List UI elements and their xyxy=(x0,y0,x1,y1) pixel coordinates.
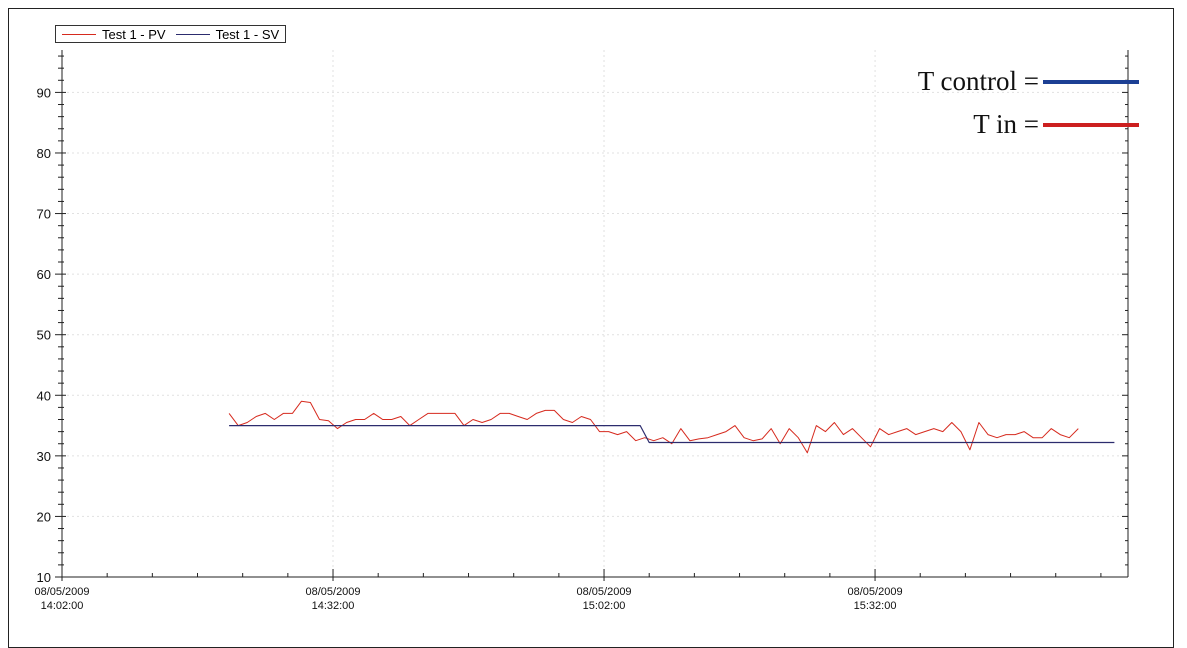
legend-label-sv: Test 1 - SV xyxy=(216,27,280,42)
y-tick-label: 40 xyxy=(37,388,51,403)
axes xyxy=(55,50,1128,581)
x-tick-label-time: 14:02:00 xyxy=(41,600,84,612)
annotation-t-in-label: T in = xyxy=(973,109,1039,140)
y-tick-label: 60 xyxy=(37,267,51,282)
y-tick-label: 70 xyxy=(37,207,51,222)
x-tick-label-time: 15:02:00 xyxy=(583,600,626,612)
y-tick-label: 80 xyxy=(37,146,51,161)
annotation-t-in: T in = xyxy=(973,109,1139,140)
x-tick-label-time: 15:32:00 xyxy=(854,600,897,612)
y-tick-label: 50 xyxy=(37,328,51,343)
annotation-t-control-label: T control = xyxy=(918,66,1039,97)
legend-label-pv: Test 1 - PV xyxy=(102,27,166,42)
y-tick-label: 20 xyxy=(37,509,51,524)
legend-item-sv: Test 1 - SV xyxy=(176,27,280,42)
annotation-t-in-swatch xyxy=(1043,123,1139,127)
x-tick-label-date: 08/05/2009 xyxy=(34,586,89,598)
y-tick-label: 30 xyxy=(37,449,51,464)
y-tick-label: 10 xyxy=(37,570,51,585)
series-line-sv xyxy=(229,426,1114,443)
x-tick-label-date: 08/05/2009 xyxy=(305,586,360,598)
series-line-pv xyxy=(229,401,1078,453)
grid-lines xyxy=(62,50,1128,577)
legend-item-pv: Test 1 - PV xyxy=(62,27,166,42)
annotation-t-control: T control = xyxy=(918,66,1139,97)
x-tick-label-date: 08/05/2009 xyxy=(848,586,903,598)
x-tick-label-time: 14:32:00 xyxy=(312,600,355,612)
tick-labels: 10 20 30 40 50 60 70 80 90 08/05/2009 14:02:00 08/0… xyxy=(34,85,902,612)
legend-swatch-sv xyxy=(176,34,210,35)
legend-swatch-pv xyxy=(62,34,96,35)
series-lines xyxy=(229,401,1114,453)
legend: Test 1 - PV Test 1 - SV xyxy=(55,25,286,43)
x-tick-label-date: 08/05/2009 xyxy=(577,586,632,598)
annotation-t-control-swatch xyxy=(1043,80,1139,84)
y-tick-label: 90 xyxy=(37,85,51,100)
